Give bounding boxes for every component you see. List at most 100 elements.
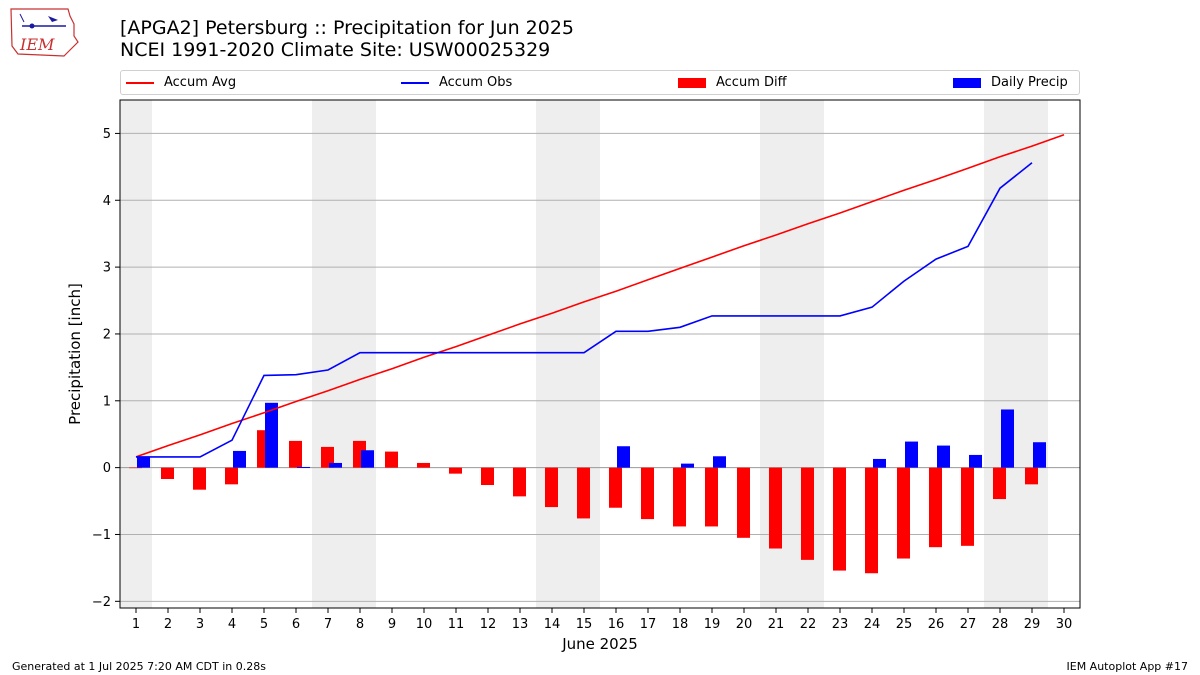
chart-title: [APGA2] Petersburg :: Precipitation for …	[120, 17, 574, 61]
x-tick-label: 19	[704, 617, 721, 632]
accum-diff-bar	[321, 446, 334, 468]
daily-precip-bar	[905, 441, 918, 468]
x-tick-label: 8	[356, 617, 364, 632]
x-tick-label: 30	[1056, 617, 1073, 632]
x-tick-label: 6	[292, 617, 300, 632]
accum-diff-bar	[1025, 467, 1038, 485]
logo-text: IEM	[19, 35, 55, 54]
accum-diff-bar	[129, 467, 142, 469]
y-tick-label: 3	[103, 261, 111, 276]
plot-frame	[119, 99, 1081, 609]
x-tick-label: 29	[1024, 617, 1041, 632]
y-axis-label: Precipitation [inch]	[66, 283, 84, 425]
accum-diff-bar	[481, 467, 494, 486]
daily-precip-bar	[969, 454, 982, 468]
legend-item-daily-precip: Daily Precip	[953, 71, 1068, 94]
daily-precip-bar	[1033, 442, 1046, 468]
accum-diff-bar	[417, 462, 430, 468]
x-tick-label: 5	[260, 617, 268, 632]
x-tick-label: 2	[164, 617, 172, 632]
daily-precip-bar	[329, 462, 342, 468]
title-line-2: NCEI 1991-2020 Climate Site: USW00025329	[120, 39, 551, 61]
y-tick-label: 2	[103, 327, 111, 342]
legend-label-accum-obs: Accum Obs	[439, 75, 513, 90]
daily-precip-bar	[361, 450, 374, 468]
accum-diff-bar	[385, 451, 398, 468]
accum-diff-bar	[961, 467, 974, 546]
accum-diff-bar	[705, 467, 718, 527]
iem-logo: IEM	[10, 8, 79, 57]
accum-diff-bar	[833, 467, 846, 571]
accum-diff-bar	[289, 440, 302, 468]
daily-precip-bar	[1001, 409, 1014, 468]
accum-obs-line	[136, 162, 1033, 458]
x-tick-label: 10	[416, 617, 433, 632]
accum-diff-bar	[737, 467, 750, 538]
x-tick-label: 24	[864, 617, 881, 632]
legend-swatch-accum-obs	[401, 81, 429, 84]
accum-diff-bar	[865, 467, 878, 574]
accum-diff-bar	[513, 467, 526, 497]
accum-diff-bar	[897, 467, 910, 559]
accum-diff-bar	[545, 467, 558, 508]
daily-precip-bar	[713, 456, 726, 468]
x-tick-label: 7	[324, 617, 332, 632]
weekend-band	[984, 100, 1048, 608]
lines-layer	[135, 134, 1065, 458]
daily-precip-bar	[937, 445, 950, 468]
y-tick-label: −1	[92, 528, 111, 543]
accum-diff-bar	[449, 467, 462, 474]
legend-item-accum-avg: Accum Avg	[126, 71, 236, 94]
x-tick-label: 13	[512, 617, 529, 632]
y-tick-label: 5	[103, 127, 111, 142]
x-tick-label: 20	[736, 617, 753, 632]
x-tick-label: 17	[640, 617, 657, 632]
x-tick-label: 27	[960, 617, 977, 632]
footer-app: IEM Autoplot App #17	[1066, 660, 1189, 673]
accum-diff-bar	[993, 467, 1006, 500]
title-line-1: [APGA2] Petersburg :: Precipitation for …	[120, 17, 575, 39]
daily-precip-bar	[137, 456, 150, 468]
weekend-band	[312, 100, 376, 608]
accum-diff-bar	[769, 467, 782, 549]
accum-diff-bar	[225, 467, 238, 485]
accum-diff-bar	[193, 467, 206, 490]
daily-precip-bar	[265, 402, 278, 468]
weekend-bands	[120, 100, 1048, 608]
legend-label-accum-diff: Accum Diff	[716, 75, 787, 90]
x-tick-label: 3	[196, 617, 204, 632]
daily-precip-bar	[873, 458, 886, 468]
x-tick-label: 18	[672, 617, 689, 632]
accum-diff-bar	[609, 467, 622, 508]
x-tick-label: 9	[388, 617, 396, 632]
legend-item-accum-diff: Accum Diff	[678, 71, 787, 94]
accum-diff-bar	[929, 467, 942, 548]
legend-label-daily-precip: Daily Precip	[991, 75, 1068, 90]
daily-precip-bar	[681, 463, 694, 468]
legend-label-accum-avg: Accum Avg	[164, 75, 237, 90]
legend: Accum Avg Accum Obs Accum Diff Daily Pre…	[120, 70, 1080, 95]
accum-avg-line	[135, 134, 1065, 458]
x-tick-label: 23	[832, 617, 849, 632]
daily-precip-bar	[297, 466, 310, 468]
x-tick-label: 16	[608, 617, 625, 632]
legend-swatch-accum-avg	[126, 81, 154, 84]
legend-item-accum-obs: Accum Obs	[401, 71, 512, 94]
gridlines	[120, 132, 1080, 602]
x-tick-label: 28	[992, 617, 1009, 632]
accum-diff-bar	[577, 467, 590, 519]
x-tick-label: 1	[132, 617, 140, 632]
accum-diff-bar	[673, 467, 686, 527]
weekend-band	[536, 100, 600, 608]
daily-precip-bar	[233, 450, 246, 468]
x-tick-label: 21	[768, 617, 785, 632]
y-tick-label: −2	[92, 595, 111, 610]
bars-layer	[129, 402, 1046, 574]
legend-swatch-daily-precip	[953, 77, 981, 88]
x-tick-label: 4	[228, 617, 236, 632]
x-tick-label: 22	[800, 617, 817, 632]
daily-precip-bar	[617, 446, 630, 468]
accum-diff-bar	[801, 467, 814, 560]
